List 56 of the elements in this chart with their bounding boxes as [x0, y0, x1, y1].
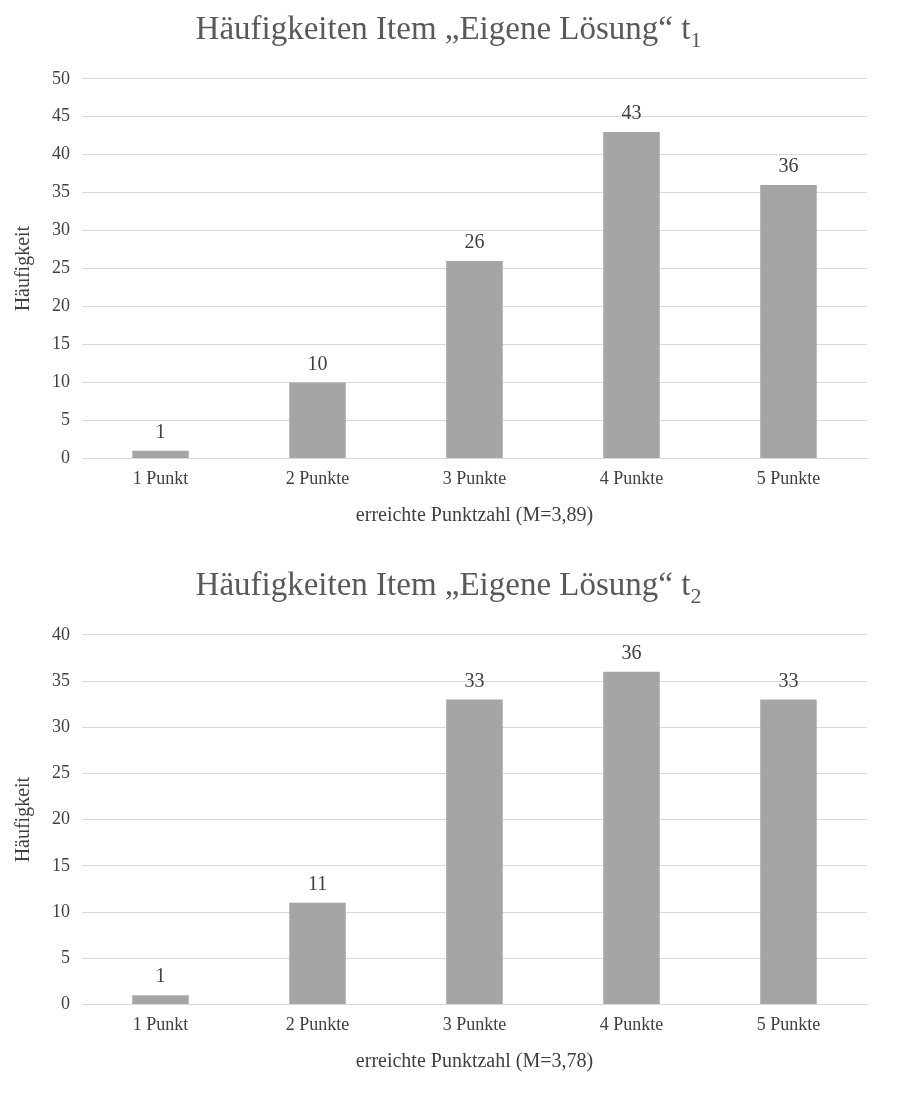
data-label: 33	[464, 668, 485, 691]
y-tick-label: 50	[52, 67, 70, 88]
y-tick-label: 25	[52, 762, 70, 783]
bar	[446, 699, 503, 1004]
y-tick-label: 20	[52, 808, 70, 829]
chart-title: Häufigkeiten Item „Eigene Lösung“ t$_{2}$	[194, 565, 703, 610]
x-tick-label: 5 Punkte	[756, 467, 821, 488]
y-tick-label: 45	[52, 105, 70, 126]
y-tick-label: 35	[52, 181, 70, 202]
y-tick-label: 40	[52, 143, 70, 164]
y-tick-label: 35	[52, 669, 70, 690]
x-tick-label: 4 Punkte	[599, 467, 664, 488]
x-tick-label: 2 Punkte	[285, 467, 350, 488]
bar	[132, 450, 189, 458]
bar	[760, 699, 817, 1004]
x-tick-label: 3 Punkte	[442, 467, 507, 488]
y-tick-label: 15	[52, 333, 70, 354]
data-label: 43	[621, 101, 642, 124]
bar	[289, 382, 346, 458]
bar	[446, 261, 503, 458]
data-label: 1	[155, 420, 166, 443]
y-tick-label: 40	[52, 623, 70, 644]
bar	[132, 995, 189, 1004]
x-tick-label: 3 Punkte	[442, 1013, 507, 1034]
x-tick-label: 1 Punkt	[132, 1013, 189, 1034]
x-tick-label: 2 Punkte	[285, 1013, 350, 1034]
y-tick-label: 15	[52, 854, 70, 875]
x-tick-label: 5 Punkte	[756, 1013, 821, 1034]
data-label: 36	[621, 641, 642, 664]
chart-title: Häufigkeiten Item „Eigene Lösung“ t$_{1}$	[194, 9, 703, 54]
y-tick-label: 30	[52, 715, 70, 736]
data-label: 33	[778, 668, 799, 691]
y-axis-title: Häufigkeit	[11, 776, 35, 863]
data-label: 11	[307, 872, 328, 895]
y-tick-label: 10	[52, 900, 70, 921]
bar	[603, 671, 660, 1004]
x-axis-title: erreichte Punktzahl (M=3,78)	[355, 1049, 594, 1073]
data-label: 26	[464, 230, 485, 253]
y-tick-label: 0	[61, 993, 70, 1014]
y-tick-label: 5	[61, 946, 70, 967]
data-label: 36	[778, 154, 799, 177]
x-tick-label: 1 Punkt	[132, 467, 189, 488]
y-tick-label: 20	[52, 295, 70, 316]
y-tick-label: 5	[61, 409, 70, 430]
data-label: 10	[307, 351, 328, 374]
x-axis-title: erreichte Punktzahl (M=3,89)	[355, 503, 594, 527]
x-tick-label: 4 Punkte	[599, 1013, 664, 1034]
data-label: 1	[155, 964, 166, 987]
y-tick-label: 10	[52, 371, 70, 392]
y-tick-label: 30	[52, 219, 70, 240]
bar	[289, 902, 346, 1004]
y-tick-label: 25	[52, 257, 70, 278]
bar	[603, 131, 660, 458]
y-tick-label: 0	[61, 447, 70, 468]
y-axis-title: Häufigkeit	[11, 225, 35, 312]
bar	[760, 185, 817, 458]
